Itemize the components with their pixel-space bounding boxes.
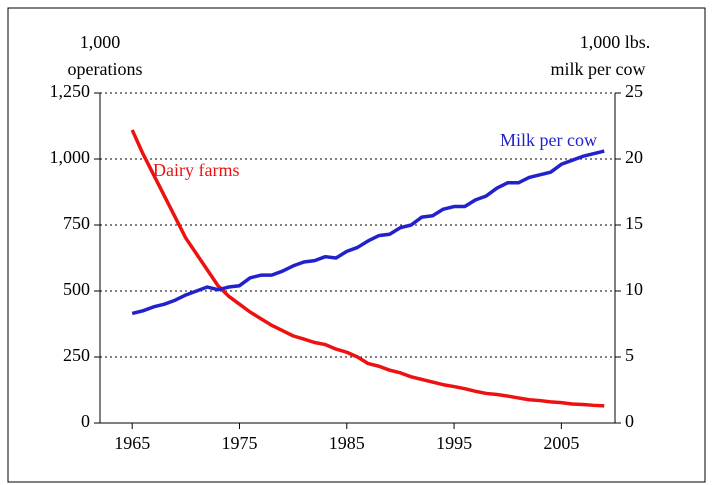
y-tick-label: 250 [63, 345, 90, 365]
series-label: Milk per cow [500, 130, 597, 150]
y-tick-label: 1,250 [50, 81, 91, 101]
y-tick-label: 500 [63, 279, 90, 299]
x-tick-label: 1965 [114, 433, 150, 453]
y2-axis-label: 1,000 lbs. [580, 32, 651, 52]
y-axis-label: operations [68, 59, 143, 79]
y-axis-label: 1,000 [80, 32, 121, 52]
y2-axis-label: milk per cow [551, 59, 646, 79]
y2-tick-label: 5 [625, 345, 634, 365]
y-tick-label: 1,000 [50, 147, 91, 167]
y2-tick-label: 25 [625, 81, 643, 101]
x-tick-label: 1985 [329, 433, 365, 453]
x-tick-label: 1995 [436, 433, 472, 453]
y-tick-label: 0 [81, 411, 90, 431]
y-tick-label: 750 [63, 213, 90, 233]
y2-tick-label: 15 [625, 213, 643, 233]
series-line [131, 149, 605, 316]
frame [7, 7, 706, 483]
x-tick-label: 1975 [221, 433, 257, 453]
series-label: Dairy farms [153, 160, 239, 180]
y2-tick-label: 0 [625, 411, 634, 431]
x-tick-label: 2005 [543, 433, 579, 453]
y2-tick-label: 10 [625, 279, 643, 299]
y2-tick-label: 20 [625, 147, 643, 167]
series-line [130, 129, 605, 408]
